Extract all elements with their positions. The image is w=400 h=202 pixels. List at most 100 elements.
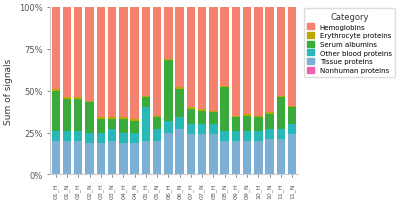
Bar xyxy=(175,88,184,89)
Bar xyxy=(254,118,263,131)
Bar xyxy=(108,129,116,141)
Bar xyxy=(85,103,94,133)
Bar xyxy=(108,8,116,118)
Bar xyxy=(288,135,296,175)
Bar xyxy=(209,111,218,113)
Bar xyxy=(232,8,240,116)
Bar xyxy=(74,98,82,99)
Bar xyxy=(198,8,206,109)
Bar xyxy=(209,135,218,175)
Bar xyxy=(175,129,184,175)
Bar xyxy=(175,118,184,129)
Bar xyxy=(52,8,60,89)
Bar xyxy=(175,8,184,88)
Bar xyxy=(119,118,128,120)
Bar xyxy=(164,8,172,59)
Bar xyxy=(142,96,150,98)
Bar xyxy=(108,118,116,120)
Bar xyxy=(164,59,172,61)
Bar xyxy=(175,89,184,118)
Bar xyxy=(85,143,94,175)
Bar xyxy=(119,143,128,175)
Bar xyxy=(277,129,285,140)
Bar xyxy=(153,118,161,129)
Bar xyxy=(63,99,71,131)
Bar xyxy=(119,8,128,118)
Bar xyxy=(96,120,105,133)
Bar xyxy=(243,115,251,116)
Bar xyxy=(96,133,105,143)
Bar xyxy=(266,8,274,113)
Bar xyxy=(187,109,195,124)
Bar xyxy=(288,124,296,135)
Bar xyxy=(254,141,263,175)
Bar xyxy=(52,89,60,91)
Bar xyxy=(142,108,150,141)
Bar xyxy=(266,140,274,175)
Bar xyxy=(108,141,116,175)
Bar xyxy=(232,131,240,141)
Bar xyxy=(232,118,240,131)
Bar xyxy=(209,113,218,124)
Bar xyxy=(52,131,60,141)
Bar xyxy=(85,101,94,103)
Bar xyxy=(209,124,218,135)
Bar xyxy=(85,8,94,101)
Bar xyxy=(74,8,82,98)
Bar xyxy=(153,116,161,118)
Bar xyxy=(96,8,105,118)
Bar xyxy=(266,129,274,140)
Bar xyxy=(130,133,139,143)
Y-axis label: Sum of signals: Sum of signals xyxy=(4,58,13,124)
Bar xyxy=(74,99,82,131)
Bar xyxy=(187,108,195,109)
Bar xyxy=(96,143,105,175)
Bar xyxy=(153,141,161,175)
Bar xyxy=(243,8,251,115)
Bar xyxy=(254,8,263,116)
Bar xyxy=(130,120,139,121)
Bar xyxy=(243,116,251,131)
Bar xyxy=(164,121,172,133)
Bar xyxy=(288,106,296,108)
Bar xyxy=(277,8,285,96)
Bar xyxy=(220,141,229,175)
Bar xyxy=(74,141,82,175)
Bar xyxy=(130,121,139,133)
Bar xyxy=(243,131,251,141)
Bar xyxy=(277,96,285,98)
Bar xyxy=(277,140,285,175)
Bar xyxy=(266,115,274,129)
Bar xyxy=(198,109,206,111)
Bar xyxy=(63,8,71,98)
Bar xyxy=(119,120,128,133)
Bar xyxy=(232,141,240,175)
Bar xyxy=(198,135,206,175)
Bar xyxy=(63,141,71,175)
Bar xyxy=(220,8,229,86)
Bar xyxy=(288,8,296,106)
Bar xyxy=(232,116,240,118)
Bar xyxy=(243,141,251,175)
Bar xyxy=(220,131,229,141)
Bar xyxy=(153,129,161,141)
Bar xyxy=(187,124,195,135)
Bar xyxy=(220,88,229,131)
Bar xyxy=(142,8,150,96)
Bar xyxy=(187,135,195,175)
Bar xyxy=(198,111,206,124)
Bar xyxy=(209,8,218,111)
Bar xyxy=(52,141,60,175)
Bar xyxy=(288,108,296,124)
Bar xyxy=(96,118,105,120)
Bar xyxy=(164,133,172,175)
Bar xyxy=(187,8,195,108)
Bar xyxy=(254,131,263,141)
Bar xyxy=(52,91,60,131)
Bar xyxy=(277,98,285,129)
Bar xyxy=(130,8,139,120)
Bar xyxy=(198,124,206,135)
Bar xyxy=(74,131,82,141)
Bar xyxy=(63,98,71,99)
Bar xyxy=(85,133,94,143)
